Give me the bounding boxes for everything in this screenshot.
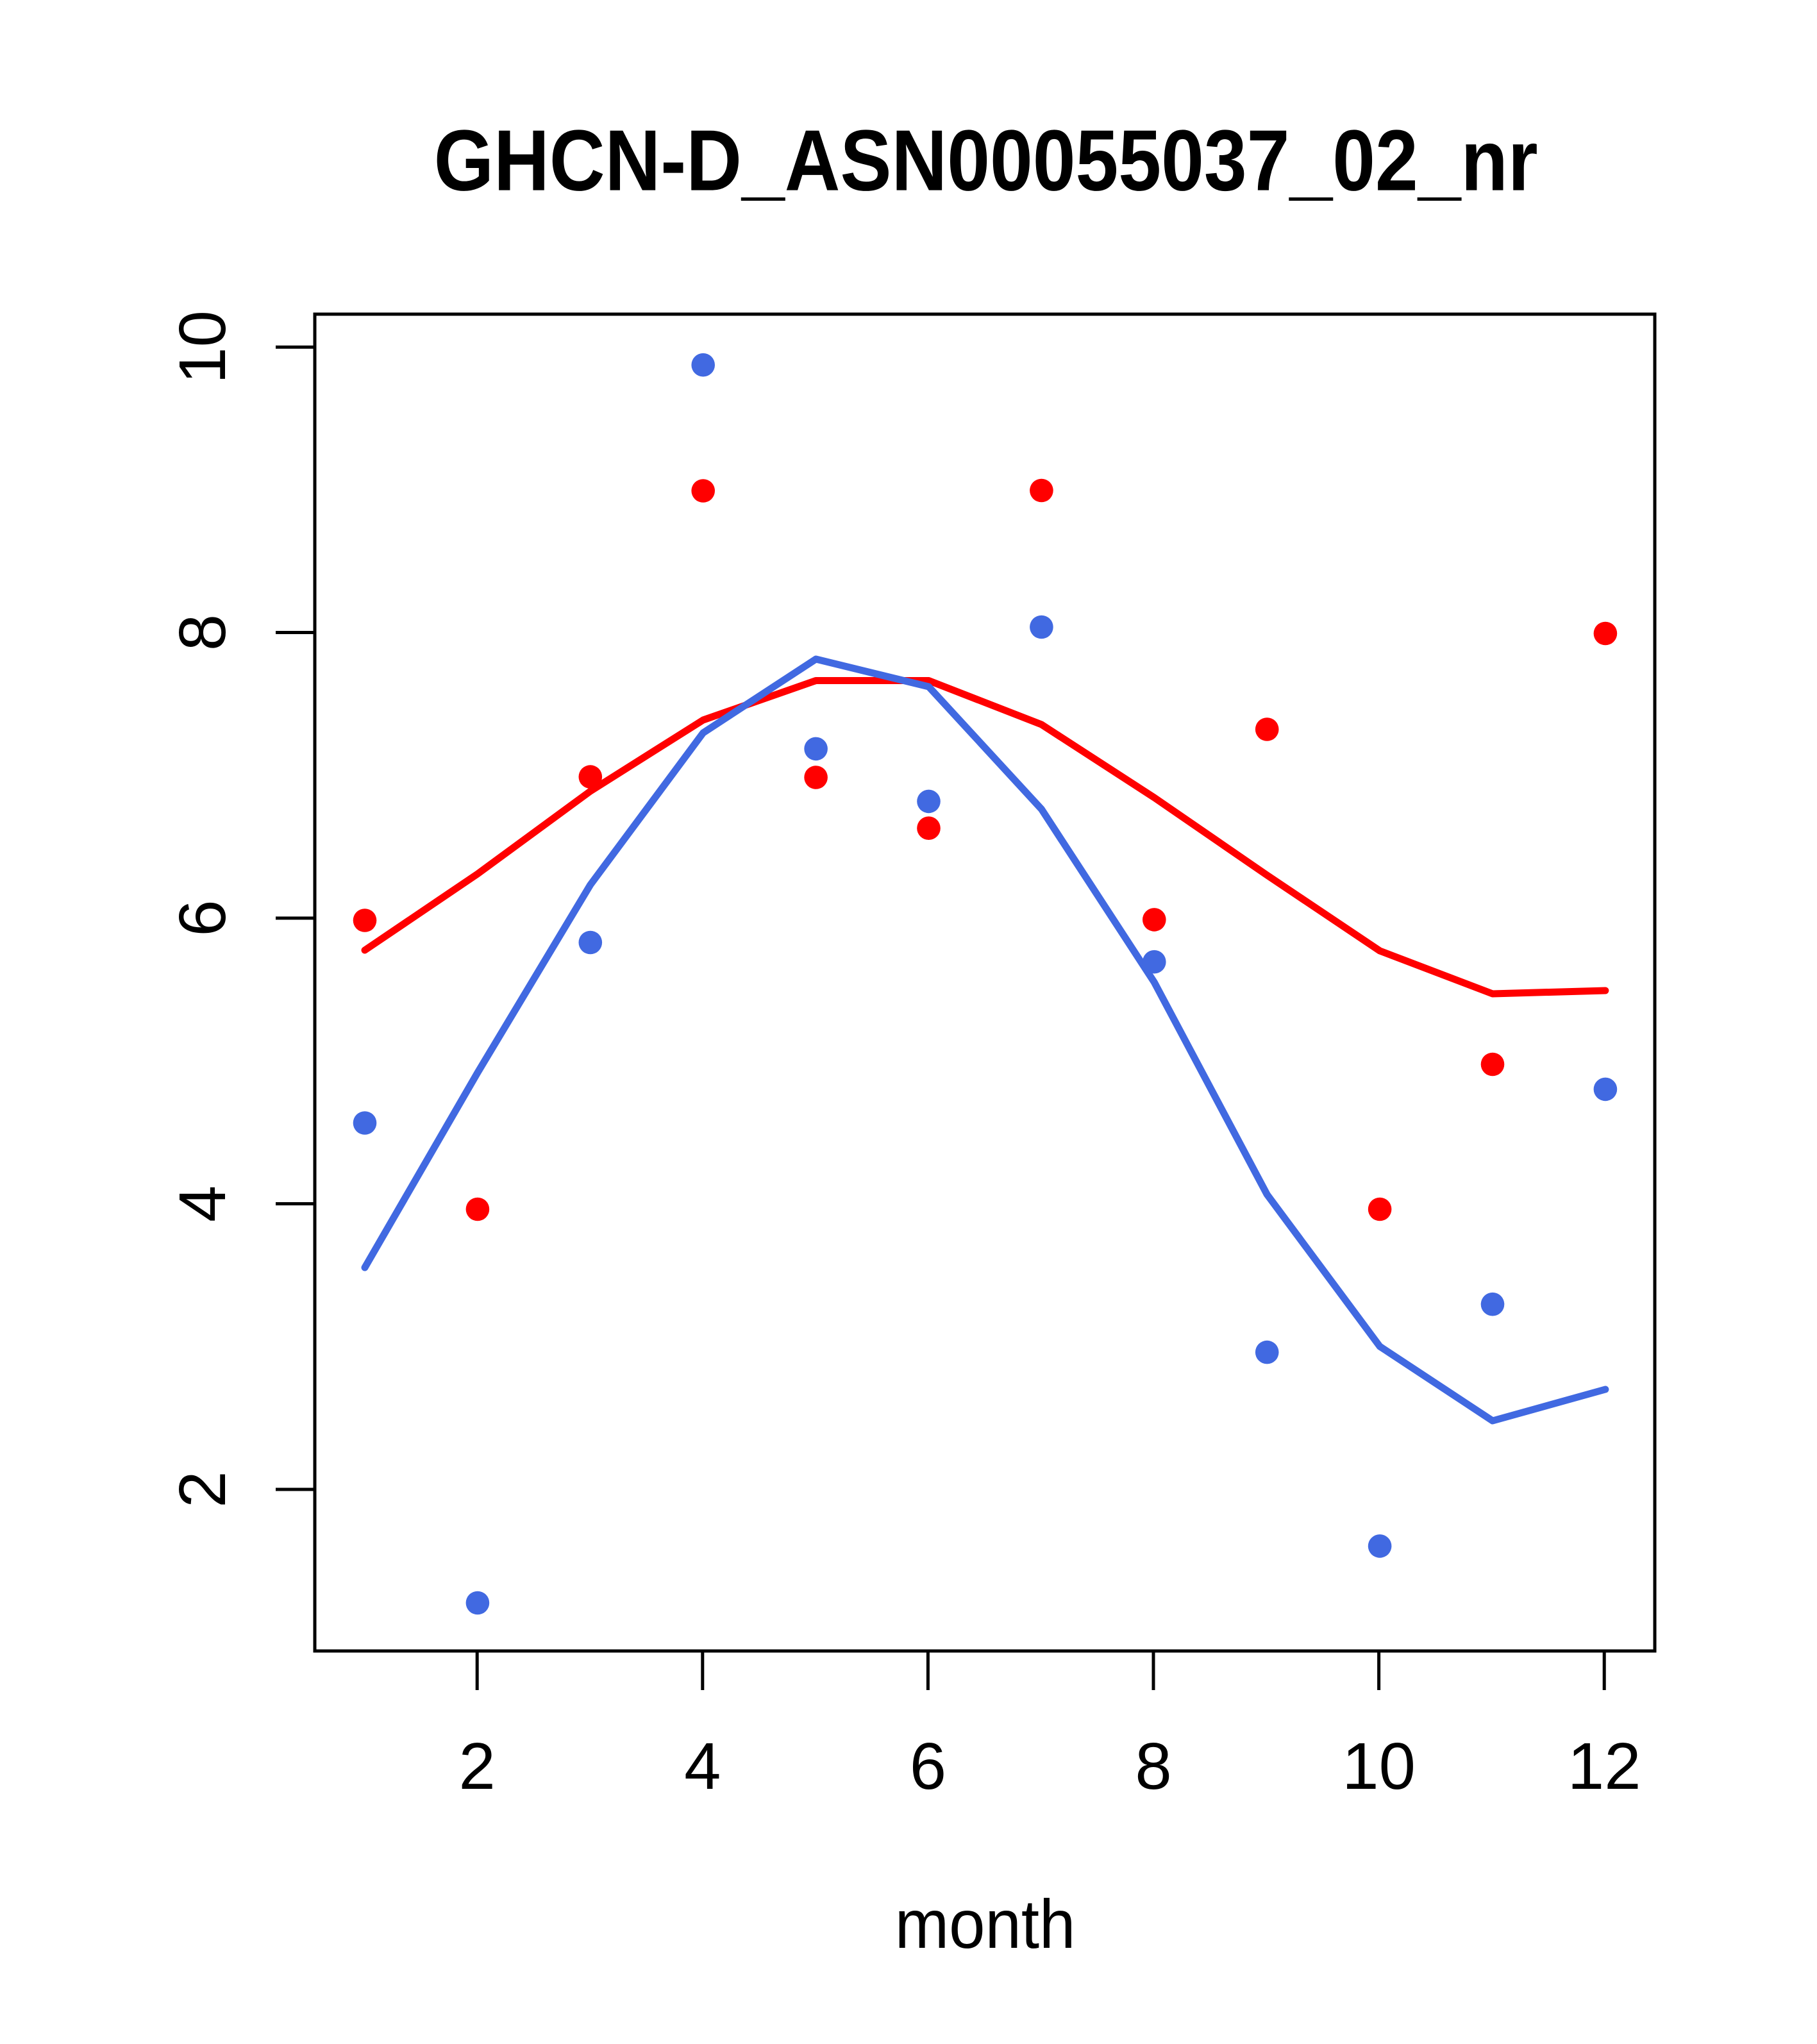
svg-text:10: 10 <box>165 310 239 384</box>
svg-text:8: 8 <box>165 614 239 651</box>
svg-text:4: 4 <box>165 1185 239 1222</box>
svg-text:GHCN-D_ASN00055037_02_nr: GHCN-D_ASN00055037_02_nr <box>434 112 1538 209</box>
svg-text:10: 10 <box>1342 1729 1416 1803</box>
svg-text:2: 2 <box>459 1729 496 1803</box>
svg-text:12: 12 <box>1568 1729 1641 1803</box>
svg-text:4: 4 <box>684 1729 721 1803</box>
svg-text:month: month <box>895 1886 1076 1963</box>
svg-text:2: 2 <box>165 1471 239 1507</box>
svg-text:6: 6 <box>165 900 239 936</box>
svg-text:6: 6 <box>910 1729 946 1803</box>
svg-text:8: 8 <box>1135 1729 1171 1803</box>
